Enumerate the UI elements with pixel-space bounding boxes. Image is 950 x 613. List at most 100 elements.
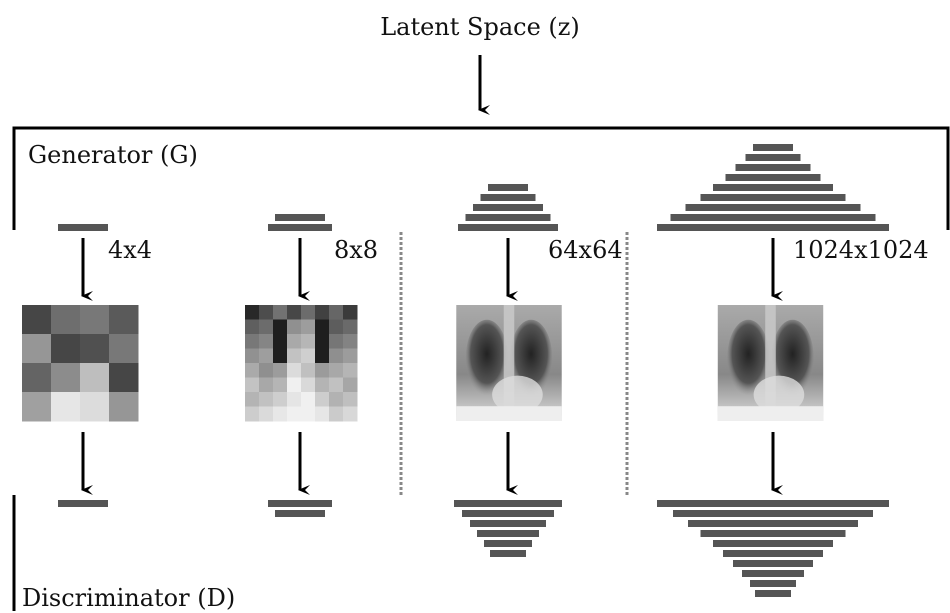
pixel bbox=[109, 334, 139, 364]
layer-bar bbox=[753, 144, 793, 151]
layer-bar bbox=[736, 164, 811, 171]
pixel bbox=[329, 378, 344, 393]
layer-bar bbox=[481, 194, 536, 201]
layer-bar bbox=[755, 590, 791, 597]
pixel bbox=[273, 334, 288, 349]
generator-label: Generator (G) bbox=[28, 141, 198, 169]
stage-label: 8x8 bbox=[334, 236, 378, 264]
pixel bbox=[22, 305, 52, 335]
pixel bbox=[245, 320, 260, 335]
pixel bbox=[245, 378, 260, 393]
pixel bbox=[343, 305, 358, 320]
layer-bar bbox=[701, 530, 846, 537]
layer-bar bbox=[733, 560, 813, 567]
layer-bar bbox=[58, 224, 108, 231]
pixel bbox=[22, 363, 52, 393]
layer-bar bbox=[484, 540, 532, 547]
diagram: Latent Space (z) Generator (G) Discrimin… bbox=[0, 0, 950, 613]
pixel bbox=[315, 334, 330, 349]
pixel bbox=[245, 392, 260, 407]
pixel bbox=[343, 363, 358, 378]
pixel bbox=[80, 334, 110, 364]
pixel bbox=[273, 305, 288, 320]
pixel bbox=[329, 349, 344, 364]
pixel bbox=[301, 349, 316, 364]
layer-bar bbox=[275, 214, 325, 221]
pixel bbox=[259, 349, 274, 364]
pixel bbox=[301, 378, 316, 393]
pixel bbox=[22, 392, 52, 422]
pixel bbox=[245, 407, 260, 422]
pixel bbox=[301, 363, 316, 378]
layer-bar bbox=[470, 520, 546, 527]
pixel bbox=[315, 378, 330, 393]
layer-bar bbox=[750, 580, 796, 587]
stage-label: 4x4 bbox=[108, 236, 152, 264]
layer-bar bbox=[490, 550, 526, 557]
pixel bbox=[301, 407, 316, 422]
pixel bbox=[329, 320, 344, 335]
layer-bar bbox=[726, 174, 821, 181]
pixel bbox=[287, 349, 302, 364]
pixel bbox=[51, 334, 81, 364]
layer-bar bbox=[742, 570, 804, 577]
pixel bbox=[51, 305, 81, 335]
pixel bbox=[315, 407, 330, 422]
layer-bar bbox=[275, 510, 325, 517]
pixel bbox=[287, 363, 302, 378]
pixel bbox=[273, 392, 288, 407]
layer-bar bbox=[671, 214, 876, 221]
pixel bbox=[273, 320, 288, 335]
layer-bar bbox=[462, 510, 554, 517]
stage-label: 64x64 bbox=[548, 236, 623, 264]
pixel bbox=[259, 363, 274, 378]
pixel bbox=[287, 334, 302, 349]
pixel bbox=[109, 305, 139, 335]
pixel bbox=[259, 378, 274, 393]
xray-image bbox=[456, 305, 561, 421]
pixel bbox=[259, 334, 274, 349]
pixel bbox=[80, 392, 110, 422]
pixel bbox=[301, 305, 316, 320]
pixel bbox=[287, 407, 302, 422]
pixel bbox=[22, 334, 52, 364]
layer-bar bbox=[688, 520, 858, 527]
pixel bbox=[287, 378, 302, 393]
pixel bbox=[343, 334, 358, 349]
pixel bbox=[273, 378, 288, 393]
layer-bar bbox=[488, 184, 528, 191]
pixel bbox=[287, 305, 302, 320]
title: Latent Space (z) bbox=[380, 13, 580, 41]
pixel bbox=[343, 407, 358, 422]
pixel bbox=[315, 349, 330, 364]
discriminator-label: Discriminator (D) bbox=[22, 584, 235, 612]
pixel bbox=[343, 378, 358, 393]
layer-bar bbox=[466, 214, 551, 221]
xray-image bbox=[718, 305, 823, 421]
pixel bbox=[51, 392, 81, 422]
pixel bbox=[245, 349, 260, 364]
pixel bbox=[329, 407, 344, 422]
layer-bar bbox=[473, 204, 543, 211]
layer-bar bbox=[58, 500, 108, 507]
pixel bbox=[301, 320, 316, 335]
layer-bar bbox=[701, 194, 846, 201]
layer-bar bbox=[477, 530, 539, 537]
layer-bar bbox=[686, 204, 861, 211]
pixel bbox=[259, 407, 274, 422]
pixel bbox=[245, 305, 260, 320]
layer-bar bbox=[458, 224, 558, 231]
pixel bbox=[343, 320, 358, 335]
pixel bbox=[51, 363, 81, 393]
pixel bbox=[315, 363, 330, 378]
stage-label: 1024x1024 bbox=[793, 236, 929, 264]
pixel bbox=[343, 392, 358, 407]
pixel bbox=[329, 305, 344, 320]
layer-bar bbox=[713, 184, 833, 191]
layer-bar bbox=[723, 550, 823, 557]
layer-bar bbox=[713, 540, 833, 547]
layer-bar bbox=[268, 224, 332, 231]
pixel bbox=[259, 392, 274, 407]
pixel bbox=[245, 334, 260, 349]
pixel bbox=[273, 349, 288, 364]
